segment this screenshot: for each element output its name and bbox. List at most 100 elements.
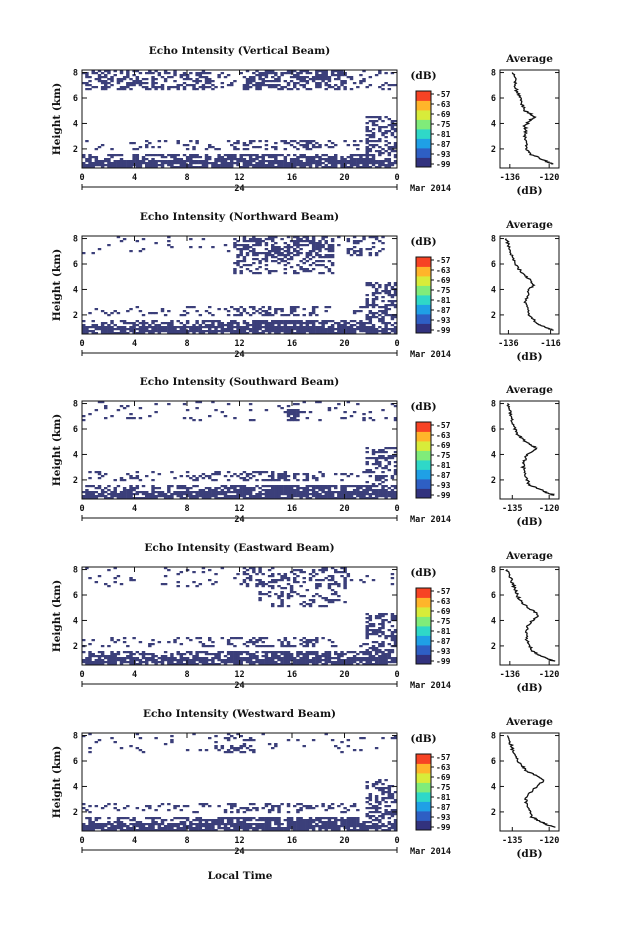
echo-cell <box>393 326 398 329</box>
echo-cell <box>315 585 319 588</box>
echo-cell <box>311 659 316 662</box>
echo-cell <box>129 250 133 253</box>
echo-cell <box>299 322 303 325</box>
echo-cell <box>280 579 284 582</box>
y-tick-label: 8 <box>73 69 78 79</box>
echo-cell <box>255 310 259 313</box>
echo-cell <box>94 659 99 662</box>
echo-cell <box>148 817 152 820</box>
echo-cell <box>236 264 240 267</box>
echo-cell <box>198 657 203 660</box>
echo-cell <box>245 659 250 662</box>
echo-cell <box>230 643 234 646</box>
echo-cell <box>245 641 250 644</box>
echo-cell <box>157 495 162 498</box>
echo-cell <box>346 493 351 496</box>
echo-cell <box>343 322 347 325</box>
echo-cell <box>327 805 332 808</box>
x-tick-label: 8 <box>184 173 189 183</box>
echo-cell <box>192 324 196 327</box>
echo-cell <box>122 823 127 826</box>
echo-cell <box>138 84 143 87</box>
echo-cell <box>374 805 379 808</box>
echo-cell <box>242 84 247 87</box>
echo-cell <box>340 823 344 826</box>
echo-cell <box>337 663 341 666</box>
echo-cell <box>305 148 310 151</box>
echo-cell <box>280 487 284 490</box>
echo-cell <box>252 637 256 640</box>
echo-cell <box>248 80 253 83</box>
echo-cell <box>157 657 162 660</box>
echo-cell <box>85 495 89 498</box>
echo-cell <box>324 322 328 325</box>
echo-cell <box>267 493 272 496</box>
echo-cell <box>135 158 140 161</box>
echo-cell <box>242 148 247 151</box>
echo-cell <box>337 162 341 165</box>
echo-cell <box>296 160 300 163</box>
echo-cell <box>97 651 102 654</box>
echo-cell <box>324 567 328 570</box>
echo-cell <box>308 639 313 642</box>
echo-cell <box>337 805 341 808</box>
echo-cell <box>201 567 206 570</box>
echo-cell <box>384 304 388 307</box>
echo-cell <box>393 332 398 335</box>
echo-cell <box>173 326 177 329</box>
echo-cell <box>330 330 335 333</box>
echo-cell <box>107 569 111 572</box>
echo-cell <box>252 330 256 333</box>
echo-cell <box>343 495 347 498</box>
echo-cell <box>201 162 206 165</box>
echo-cell <box>315 477 319 480</box>
echo-cell <box>264 72 269 75</box>
echo-cell <box>167 76 171 79</box>
echo-cell <box>283 661 288 664</box>
echo-cell <box>85 164 89 167</box>
echo-cell <box>126 491 130 494</box>
echo-cell <box>88 829 92 832</box>
echo-cell <box>277 579 281 582</box>
echo-cell <box>91 497 95 500</box>
echo-cell <box>233 653 237 656</box>
echo-cell <box>255 661 259 664</box>
echo-cell <box>198 86 203 89</box>
echo-cell <box>315 146 319 149</box>
echo-cell <box>356 326 360 329</box>
colorbar-tick-label: -93 <box>436 481 451 490</box>
echo-cell <box>204 154 209 157</box>
echo-cell <box>192 495 196 498</box>
echo-cell <box>252 258 256 261</box>
echo-cell <box>85 491 89 494</box>
echo-cell <box>277 495 281 498</box>
echo-cell <box>365 457 369 460</box>
echo-cell <box>271 805 275 808</box>
echo-cell <box>277 160 281 163</box>
echo-cell <box>261 823 265 826</box>
echo-cell <box>311 250 316 253</box>
echo-cell <box>296 162 300 165</box>
echo-cell <box>154 242 158 245</box>
echo-cell <box>302 637 306 640</box>
echo-cell <box>321 72 325 75</box>
echo-cell <box>381 316 385 319</box>
echo-cell <box>311 661 316 664</box>
echo-cell <box>393 661 398 664</box>
echo-cell <box>390 573 395 576</box>
echo-cell <box>318 657 322 660</box>
echo-cell <box>359 661 363 664</box>
echo-cell <box>302 493 306 496</box>
echo-cell <box>349 493 354 496</box>
echo-cell <box>255 244 259 247</box>
echo-cell <box>195 166 199 169</box>
echo-cell <box>116 825 121 828</box>
echo-cell <box>352 749 357 752</box>
echo-cell <box>198 749 203 752</box>
colorbar-tick-label: -75 <box>436 286 451 295</box>
echo-cell <box>248 330 253 333</box>
echo-cell <box>277 330 281 333</box>
echo-cell <box>327 78 332 81</box>
avg-profile-line <box>506 402 556 496</box>
echo-cell <box>299 164 303 167</box>
